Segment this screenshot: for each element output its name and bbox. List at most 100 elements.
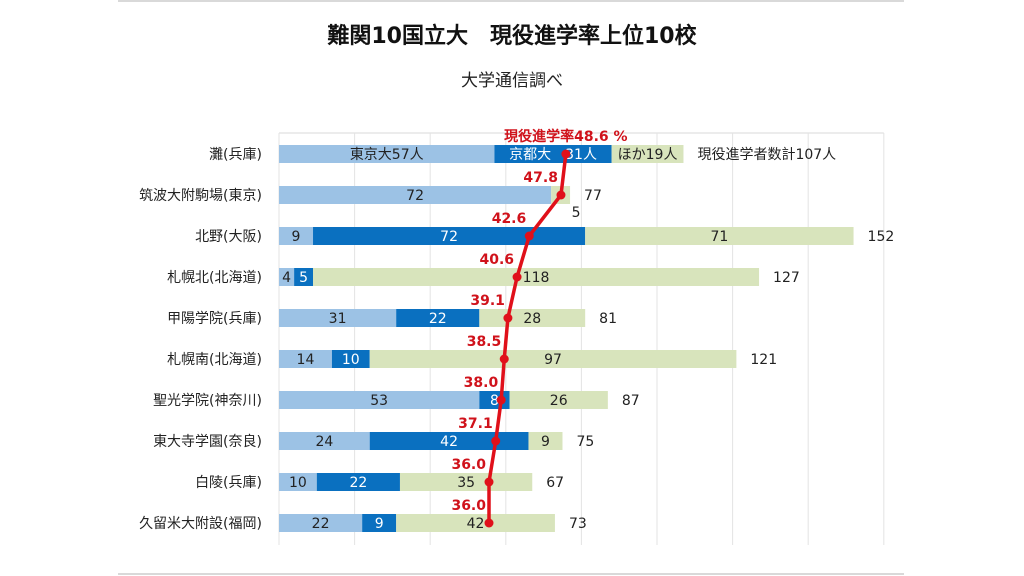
bar-segment-kyoto [396, 309, 480, 327]
rate-line [484, 149, 571, 528]
bar-segment-other [369, 350, 737, 368]
category-label: 北野(大阪) [195, 229, 262, 245]
segment-label: 14 [297, 352, 315, 368]
category-label: 灘(兵庫) [209, 146, 262, 163]
rate-point [484, 477, 494, 487]
bar-segment-kyoto [294, 268, 314, 286]
bar-segment-other [528, 432, 563, 450]
bar-segment-tokyo [279, 268, 295, 286]
segment-label: 97 [544, 352, 562, 368]
segment-label: 東京大57人 [350, 147, 424, 163]
segment-label: 10 [342, 352, 360, 368]
bar-segment-tokyo [279, 350, 332, 368]
rate-point [484, 518, 494, 528]
bar-segment-kyoto [494, 145, 612, 163]
total-label: 73 [569, 516, 587, 532]
segment-label: 71 [710, 229, 728, 245]
category-label: 久留米大附設(福岡) [139, 516, 262, 532]
segment-label: 10 [289, 475, 307, 491]
segment-label: 118 [523, 270, 550, 286]
segment-label: 72 [440, 229, 458, 245]
bars [279, 145, 854, 532]
bar-segment-other [313, 268, 760, 286]
segment-label: 4 [282, 270, 291, 286]
bar-segment-kyoto [362, 514, 397, 532]
rate-label: 40.6 [480, 252, 515, 268]
bar-segment-other [399, 473, 533, 491]
rate-point [499, 354, 509, 364]
rate-label: 38.0 [464, 375, 499, 391]
rate-point [496, 395, 506, 405]
segment-label: 22 [349, 475, 367, 491]
bar-segment-tokyo [279, 227, 314, 245]
rate-labels: 現役進学率48.6 % 47.8 42.6 40.6 39.1 38.5 38.0 37.1 3… [451, 128, 627, 514]
rate-point [503, 313, 513, 323]
category-label: 東大寺学園(奈良) [153, 434, 262, 450]
total-label: 77 [584, 188, 602, 204]
total-label: 75 [577, 434, 595, 450]
category-label: 札幌南(北海道) [167, 352, 262, 368]
rate-label: 36.0 [451, 457, 486, 473]
bar-segment-kyoto [369, 432, 529, 450]
category-label: 白陵(兵庫) [195, 474, 262, 491]
rate-label: 38.5 [467, 334, 502, 350]
segment-label: 42 [467, 516, 485, 532]
bar-segment-other [611, 145, 684, 163]
rate-label: 39.1 [470, 293, 505, 309]
segment-label: 28 [523, 311, 541, 327]
segment-label: 24 [315, 434, 333, 450]
rate-label: 47.8 [523, 170, 558, 186]
total-labels: 現役進学者数計107人 77 152 127 81 121 87 75 67 73 [546, 147, 894, 532]
chart-title: 難関10国立大 現役進学率上位10校 [327, 24, 697, 49]
total-label: 87 [622, 393, 640, 409]
rate-point [512, 272, 522, 282]
segment-label: 26 [550, 393, 568, 409]
segment-label: 42 [440, 434, 458, 450]
rate-point [561, 149, 571, 159]
category-label: 札幌北(北海道) [167, 270, 262, 286]
category-label: 甲陽学院(兵庫) [167, 310, 262, 327]
top-border [118, 0, 904, 2]
bar-segment-tokyo [279, 186, 552, 204]
bar-segment-other [585, 227, 854, 245]
rate-line-path [487, 153, 568, 523]
bar-segment-kyoto [313, 227, 586, 245]
segment-label: 53 [370, 393, 388, 409]
segment-label: 8 [490, 393, 499, 409]
segment-label: 5 [572, 205, 581, 221]
total-label: 現役進学者数計107人 [697, 147, 836, 163]
rate-point [491, 436, 501, 446]
segment-label: 9 [375, 516, 384, 532]
bar-segment-kyoto [331, 350, 370, 368]
rate-label: 42.6 [492, 211, 527, 227]
segment-label: 31 [329, 311, 347, 327]
rate-point [556, 190, 566, 200]
bar-segment-other [509, 391, 608, 409]
rate-point [524, 231, 534, 241]
segment-label: 35 [457, 475, 475, 491]
total-label: 81 [599, 311, 617, 327]
bar-segment-tokyo [279, 145, 495, 163]
category-label: 筑波大附駒場(東京) [139, 188, 262, 204]
bar-segment-tokyo [279, 309, 397, 327]
bar-segment-tokyo [279, 432, 370, 450]
bar-segment-other [396, 514, 555, 532]
bar-segment-kyoto [316, 473, 400, 491]
segment-label: 京都大 31人 [509, 147, 597, 163]
bar-segment-tokyo [279, 391, 480, 409]
category-label: 聖光学院(神奈川) [153, 393, 262, 409]
total-label: 152 [868, 229, 895, 245]
total-label: 67 [546, 475, 564, 491]
bottom-border [118, 573, 904, 575]
segment-label: 22 [429, 311, 447, 327]
segment-label: 72 [406, 188, 424, 204]
bar-segment-tokyo [279, 514, 363, 532]
total-label: 127 [773, 270, 800, 286]
segment-label: 9 [541, 434, 550, 450]
category-labels: 灘(兵庫) 筑波大附駒場(東京) 北野(大阪) 札幌北(北海道) 甲陽学院(兵庫) 札幌南… [139, 146, 262, 532]
segment-label: 9 [292, 229, 301, 245]
rate-label: 現役進学率48.6 % [504, 128, 627, 145]
chart-subtitle: 大学通信調べ [461, 71, 563, 91]
total-label: 121 [750, 352, 777, 368]
